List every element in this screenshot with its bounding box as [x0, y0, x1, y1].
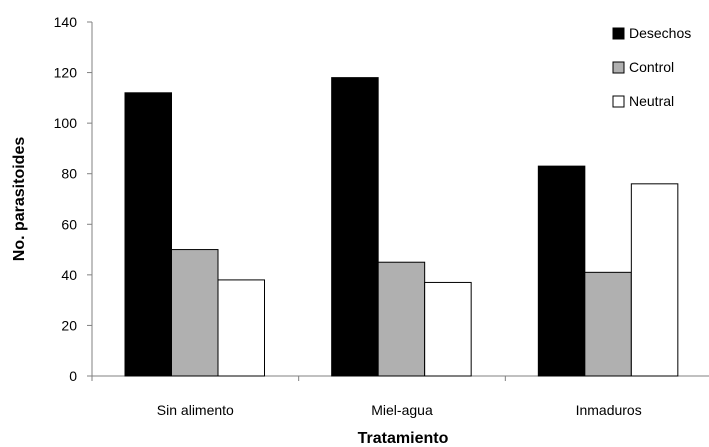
bars: [124, 77, 679, 377]
legend-label: Desechos: [629, 25, 691, 41]
bar-desechos-3: [537, 165, 586, 377]
y-tick-label: 140: [54, 14, 78, 30]
y-tick-label: 20: [61, 317, 77, 333]
x-axis-ticks: Sin alimento Miel-agua Inmaduros: [91, 376, 642, 418]
x-tick-label: Sin alimento: [157, 402, 234, 418]
y-tick-label: 100: [54, 115, 78, 131]
bar-control-2: [377, 261, 426, 377]
y-tick-label: 80: [61, 166, 77, 182]
y-axis-title: No. parasitoides: [11, 137, 28, 262]
legend-label: Control: [629, 59, 674, 75]
bar-neutral-2: [424, 281, 472, 377]
x-tick-label: Inmaduros: [576, 402, 642, 418]
legend: Desechos Control Neutral: [612, 25, 691, 109]
y-tick-label: 0: [69, 368, 77, 384]
y-axis-ticks: 0 20 40 60 80 100 120 140: [54, 14, 92, 384]
bar-neutral-3: [630, 183, 679, 377]
y-tick-label: 40: [61, 267, 77, 283]
x-axis-title: Tratamiento: [358, 430, 449, 447]
x-tick-label: Miel-agua: [371, 402, 433, 418]
bar-control-3: [584, 271, 632, 377]
bar-desechos-2: [331, 77, 379, 377]
bar-control-1: [171, 249, 219, 377]
y-tick-label: 60: [61, 216, 77, 232]
legend-swatch: [612, 95, 625, 108]
legend-label: Neutral: [629, 93, 674, 109]
bar-neutral-1: [217, 279, 265, 377]
legend-swatch: [612, 27, 625, 40]
legend-swatch: [612, 61, 625, 74]
bar-desechos-1: [124, 92, 172, 377]
y-tick-label: 120: [54, 65, 78, 81]
